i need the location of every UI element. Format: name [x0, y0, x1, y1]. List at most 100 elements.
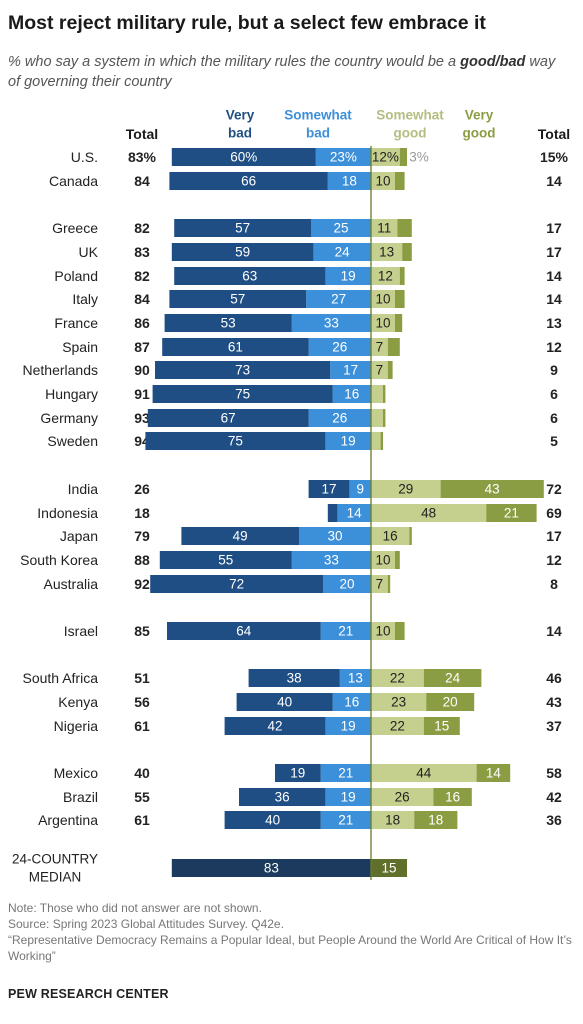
- label-median-good: 15: [381, 861, 396, 876]
- bar-very-bad: [327, 504, 338, 522]
- org-name: PEW RESEARCH CENTER: [8, 987, 169, 1001]
- bar-somewhat-good: [371, 669, 424, 687]
- total-bad-value: 84: [134, 173, 150, 189]
- total-bad-value: 51: [134, 670, 150, 686]
- bar-very-bad: [224, 811, 321, 829]
- bar-very-bad: [236, 693, 333, 711]
- label-somewhat-bad: 26: [332, 411, 347, 426]
- bar-somewhat-good: [371, 527, 410, 545]
- bar-somewhat-good: [371, 409, 383, 427]
- label-somewhat-bad: 13: [348, 671, 363, 686]
- label-somewhat-bad: 19: [341, 434, 356, 449]
- bar-somewhat-bad: [320, 622, 371, 640]
- bar-somewhat-bad: [339, 669, 371, 687]
- bar-somewhat-bad: [320, 811, 371, 829]
- country-label: Australia: [44, 576, 99, 592]
- bar-very-good: [395, 551, 400, 569]
- total-bad-value: 85: [134, 623, 150, 639]
- bar-somewhat-good: [371, 504, 487, 522]
- label-somewhat-good: 12: [378, 269, 393, 284]
- country-label: Israel: [64, 623, 98, 639]
- bar-somewhat-bad: [349, 480, 371, 498]
- label-very-bad: 40: [277, 695, 292, 710]
- bar-very-good: [402, 243, 412, 261]
- bar-somewhat-good: [371, 314, 395, 332]
- label-somewhat-good: 10: [375, 292, 390, 307]
- bar-very-good: [409, 527, 412, 545]
- bar-very-good: [423, 669, 482, 687]
- label-somewhat-good: 7: [376, 363, 384, 378]
- total-good-value: 6: [550, 410, 558, 426]
- bar-somewhat-bad: [291, 551, 371, 569]
- bar-somewhat-good: [371, 551, 395, 569]
- bar-somewhat-bad: [320, 764, 371, 782]
- bar-very-bad: [181, 527, 299, 545]
- label-somewhat-good: 26: [395, 790, 410, 805]
- label-somewhat-good: 10: [375, 174, 390, 189]
- total-good-value: 72: [546, 481, 562, 497]
- label-somewhat-bad: 20: [339, 577, 354, 592]
- bar-very-good: [414, 811, 458, 829]
- bar-somewhat-bad: [323, 575, 371, 593]
- total-bad-value: 83%: [128, 149, 157, 165]
- label-somewhat-good: 11: [377, 221, 391, 236]
- label-somewhat-good: 10: [375, 553, 390, 568]
- bar-very-bad: [224, 717, 326, 735]
- country-label: France: [54, 315, 98, 331]
- country-label: Italy: [72, 291, 98, 307]
- bar-very-bad: [171, 243, 314, 261]
- bar-somewhat-good: [371, 385, 383, 403]
- bar-very-good: [399, 148, 407, 166]
- total-good-value: 46: [546, 670, 562, 686]
- label-very-bad: 75: [228, 434, 243, 449]
- header-somewhat-good: good: [394, 126, 427, 141]
- label-very-bad: 59: [235, 245, 250, 260]
- bar-somewhat-bad: [325, 788, 371, 806]
- total-bad-value: 92: [134, 576, 150, 592]
- total-bad-value: 82: [134, 268, 150, 284]
- total-bad-value: 61: [134, 812, 150, 828]
- label-very-good: 21: [504, 506, 519, 521]
- header-very-bad: bad: [228, 126, 252, 141]
- bar-somewhat-good: [371, 811, 415, 829]
- label-very-bad: 61: [228, 340, 243, 355]
- bar-very-bad: [152, 385, 333, 403]
- bar-very-bad: [150, 575, 323, 593]
- bar-somewhat-good: [371, 361, 388, 379]
- country-label: Argentina: [38, 812, 98, 828]
- total-good-value: 43: [546, 694, 562, 710]
- label-somewhat-bad: 16: [344, 387, 359, 402]
- bar-somewhat-bad: [299, 527, 371, 545]
- bar-somewhat-bad: [315, 148, 371, 166]
- country-label: Japan: [60, 528, 98, 544]
- total-bad-value: 18: [134, 505, 150, 521]
- total-bad-value: 83: [134, 244, 150, 260]
- total-good-value: 17: [546, 220, 562, 236]
- bar-very-good: [399, 267, 405, 285]
- label-very-good: 3%: [409, 150, 429, 165]
- bar-somewhat-good: [371, 148, 400, 166]
- bar-very-bad: [171, 148, 316, 166]
- subtitle-post: way of governing their country: [8, 54, 556, 90]
- header-very-bad: Very: [226, 108, 255, 123]
- total-bad-value: 82: [134, 220, 150, 236]
- label-somewhat-good: 22: [390, 671, 405, 686]
- bar-very-good: [476, 764, 511, 782]
- bar-very-good: [380, 432, 383, 450]
- chart-notes: Note: Those who did not answer are not s…: [8, 900, 578, 964]
- label-somewhat-bad: 27: [331, 292, 346, 307]
- bar-very-good: [426, 693, 475, 711]
- total-good-value: 17: [546, 244, 562, 260]
- total-good-value: 5: [550, 433, 558, 449]
- label-somewhat-bad: 25: [333, 221, 348, 236]
- total-good-value: 15%: [540, 149, 569, 165]
- label-very-bad: 66: [241, 174, 256, 189]
- total-good-value: 36: [546, 812, 562, 828]
- total-bad-value: 56: [134, 694, 150, 710]
- bar-very-bad: [308, 480, 350, 498]
- total-bad-value: 55: [134, 789, 150, 805]
- bar-somewhat-bad: [327, 172, 371, 190]
- bar-somewhat-bad: [330, 361, 371, 379]
- label-very-bad: 63: [242, 269, 257, 284]
- label-somewhat-bad: 19: [341, 719, 356, 734]
